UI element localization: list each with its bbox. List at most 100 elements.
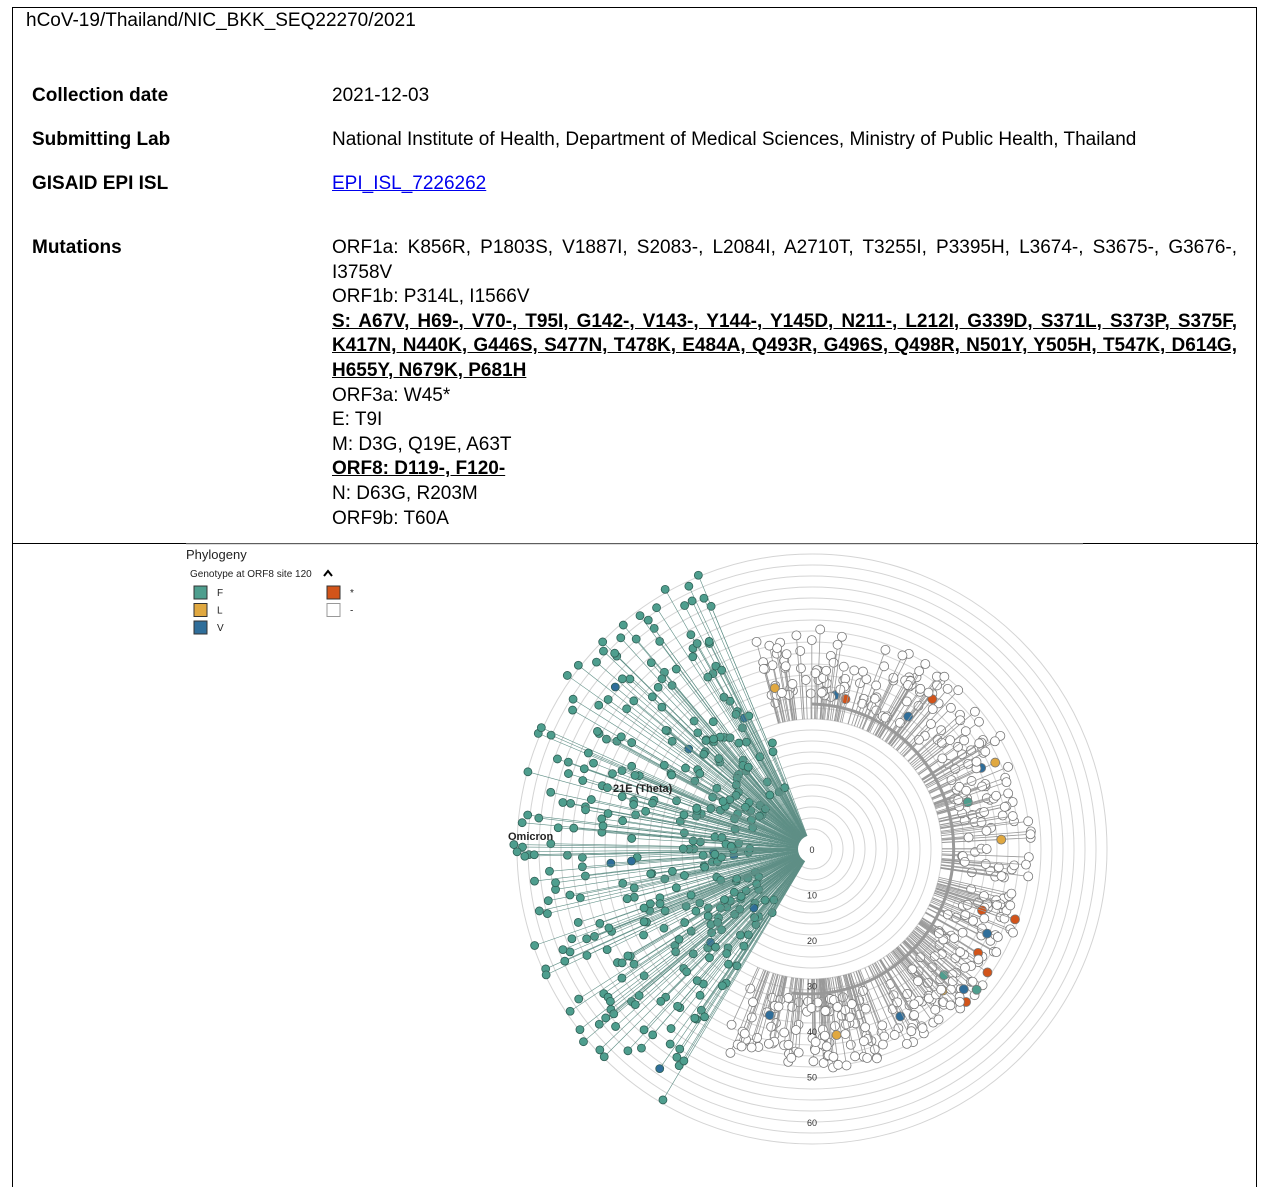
tip [1024, 817, 1033, 826]
tip [630, 893, 638, 901]
tip [910, 1011, 919, 1020]
tip [972, 985, 981, 994]
tip [554, 824, 562, 832]
tip [700, 594, 708, 602]
tip [619, 817, 627, 825]
tip [1007, 889, 1016, 898]
tip [596, 919, 604, 927]
tip [568, 935, 576, 943]
tip [934, 1015, 943, 1024]
tip [656, 1065, 664, 1073]
tip [666, 1040, 674, 1048]
tip [648, 693, 656, 701]
tip [781, 662, 790, 671]
tip [680, 1057, 688, 1065]
tip [705, 637, 713, 645]
tip [970, 707, 979, 716]
tip [593, 727, 601, 735]
tip [623, 705, 631, 713]
tip [531, 942, 539, 950]
legend-title: Genotype at ORF8 site 120 [190, 569, 312, 580]
tip [630, 884, 638, 892]
tip [774, 1002, 783, 1011]
tip [822, 1042, 831, 1051]
tip [576, 894, 584, 902]
tip [964, 833, 973, 842]
tip [948, 977, 957, 986]
tip [642, 807, 650, 815]
tip [997, 872, 1006, 881]
legend-swatch [327, 586, 340, 599]
tip [700, 750, 708, 758]
tip [543, 910, 551, 918]
tip [1024, 872, 1033, 881]
tip [547, 788, 555, 796]
tip [846, 1040, 855, 1049]
tip [822, 666, 831, 675]
tip [660, 924, 668, 932]
tip [870, 694, 879, 703]
tip [575, 995, 583, 1003]
tip [624, 952, 632, 960]
tip [918, 1024, 927, 1033]
tip [1010, 861, 1019, 870]
tip [683, 968, 691, 976]
tip [701, 863, 709, 871]
tip [839, 662, 848, 671]
tip [820, 1031, 829, 1040]
tip [659, 1096, 667, 1104]
tip [631, 771, 639, 779]
tip [837, 632, 846, 641]
tip [718, 982, 726, 990]
tip [961, 727, 970, 736]
tip [980, 914, 989, 923]
tip [759, 664, 768, 673]
tip [1021, 860, 1030, 869]
tip [668, 867, 676, 875]
tip [535, 907, 543, 915]
radial-tick-label: 10 [807, 891, 817, 901]
tip [602, 1014, 610, 1022]
tip [599, 647, 607, 655]
tip [842, 1061, 851, 1070]
tip [997, 835, 1006, 844]
tip [946, 703, 955, 712]
tip [777, 688, 786, 697]
tip [624, 1047, 632, 1055]
tip [850, 666, 859, 675]
tip [792, 631, 801, 640]
tip [590, 932, 598, 940]
tip [902, 697, 911, 706]
tip [747, 1043, 756, 1052]
tip [829, 658, 838, 667]
tip [564, 770, 572, 778]
tip [705, 954, 713, 962]
tip [694, 571, 702, 579]
tip [618, 959, 626, 967]
tip [599, 822, 607, 830]
tip [959, 985, 968, 994]
tip [680, 871, 688, 879]
legend-label: - [350, 606, 353, 617]
tip [916, 684, 925, 693]
tip [618, 675, 626, 683]
tip [1006, 901, 1015, 910]
tip [890, 1030, 899, 1039]
tip [724, 960, 732, 968]
tip [937, 985, 946, 994]
tip [993, 932, 1002, 941]
tip [983, 929, 992, 938]
tip [640, 1026, 648, 1034]
tip [811, 1038, 820, 1047]
tip [569, 706, 577, 714]
tip [847, 1000, 856, 1009]
radial-tick-label: 20 [807, 936, 817, 946]
tip [631, 1001, 639, 1009]
tip [872, 681, 881, 690]
tip [832, 1031, 841, 1040]
tip [592, 658, 600, 666]
tip [685, 582, 693, 590]
tip [859, 1037, 868, 1046]
tip [977, 818, 986, 827]
